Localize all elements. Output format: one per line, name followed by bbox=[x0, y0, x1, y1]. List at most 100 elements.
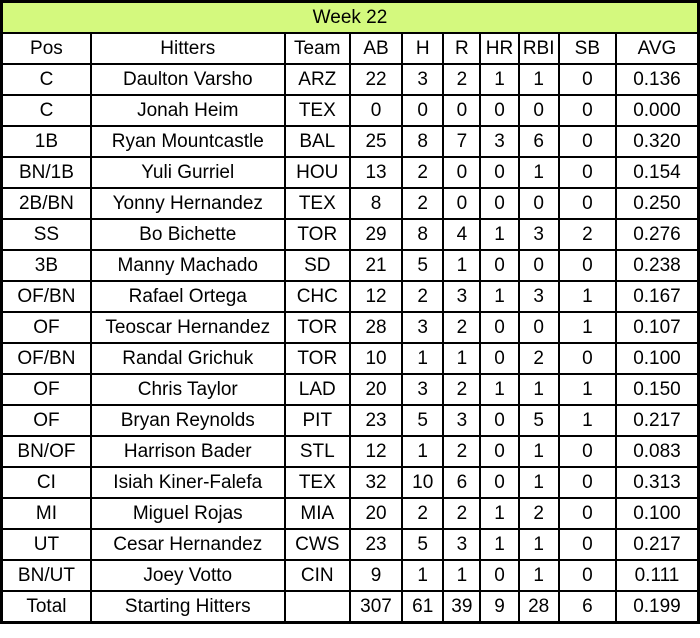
cell-avg: 0.313 bbox=[614, 466, 700, 499]
cell-sb: 2 bbox=[557, 218, 617, 251]
cell-r: 0 bbox=[442, 156, 482, 189]
cell-h: 8 bbox=[401, 125, 445, 158]
table-row: OF Bryan Reynolds PIT 23 5 3 0 5 1 0.217 bbox=[0, 404, 700, 437]
cell-avg: 0.250 bbox=[614, 187, 700, 220]
cell-hr: 0 bbox=[479, 559, 520, 592]
cell-team: MIA bbox=[283, 497, 351, 530]
header-hr: HR bbox=[479, 32, 520, 65]
cell-team: CHC bbox=[283, 280, 351, 313]
cell-hitters: Isiah Kiner-Falefa bbox=[89, 466, 286, 499]
cell-r: 3 bbox=[442, 404, 482, 437]
cell-hr: 0 bbox=[479, 435, 520, 468]
cell-sb: 0 bbox=[557, 125, 617, 158]
cell-r: 1 bbox=[442, 342, 482, 375]
cell-pos: 2B/BN bbox=[0, 187, 92, 220]
cell-sb: 1 bbox=[557, 280, 617, 313]
cell-pos: OF/BN bbox=[0, 342, 92, 375]
cell-pos: Total bbox=[0, 590, 92, 624]
table-row: OF/BN Randal Grichuk TOR 10 1 1 0 2 0 0.100 bbox=[0, 342, 700, 375]
cell-ab: 8 bbox=[348, 187, 404, 220]
cell-rbi: 0 bbox=[517, 94, 560, 127]
cell-ab: 20 bbox=[348, 373, 404, 406]
table-row: OF Teoscar Hernandez TOR 28 3 2 0 0 1 0.107 bbox=[0, 311, 700, 344]
header-hitters: Hitters bbox=[89, 32, 286, 65]
cell-ab: 25 bbox=[348, 125, 404, 158]
cell-h: 1 bbox=[401, 342, 445, 375]
cell-team: SD bbox=[283, 249, 351, 282]
cell-r: 7 bbox=[442, 125, 482, 158]
cell-pos: UT bbox=[0, 528, 92, 561]
cell-sb: 1 bbox=[557, 373, 617, 406]
table-row: CI Isiah Kiner-Falefa TEX 32 10 6 0 1 0 0.313 bbox=[0, 466, 700, 499]
cell-hitters: Teoscar Hernandez bbox=[89, 311, 286, 344]
cell-rbi: 2 bbox=[517, 342, 560, 375]
cell-rbi: 1 bbox=[517, 373, 560, 406]
cell-sb: 6 bbox=[557, 590, 617, 624]
cell-sb: 0 bbox=[557, 156, 617, 189]
cell-rbi: 1 bbox=[517, 156, 560, 189]
cell-ab: 29 bbox=[348, 218, 404, 251]
weekly-hitters-table: Week 22 Pos Hitters Team AB H R HR RBI SB AVG C Da… bbox=[0, 0, 700, 624]
cell-hitters: Ryan Mountcastle bbox=[89, 125, 286, 158]
cell-pos: C bbox=[0, 94, 92, 127]
cell-hitters: Yuli Gurriel bbox=[89, 156, 286, 189]
week-title: Week 22 bbox=[0, 0, 700, 34]
table-row: BN/1B Yuli Gurriel HOU 13 2 0 0 1 0 0.154 bbox=[0, 156, 700, 189]
cell-sb: 0 bbox=[557, 63, 617, 96]
cell-hr: 0 bbox=[479, 156, 520, 189]
cell-hr: 0 bbox=[479, 342, 520, 375]
cell-ab: 32 bbox=[348, 466, 404, 499]
cell-ab: 12 bbox=[348, 280, 404, 313]
cell-r: 1 bbox=[442, 559, 482, 592]
table-row: 1B Ryan Mountcastle BAL 25 8 7 3 6 0 0.320 bbox=[0, 125, 700, 158]
table-row: 3B Manny Machado SD 21 5 1 0 0 0 0.238 bbox=[0, 249, 700, 282]
cell-rbi: 3 bbox=[517, 218, 560, 251]
header-team: Team bbox=[283, 32, 351, 65]
table-row: OF/BN Rafael Ortega CHC 12 2 3 1 3 1 0.167 bbox=[0, 280, 700, 313]
cell-hr: 1 bbox=[479, 528, 520, 561]
cell-avg: 0.199 bbox=[614, 590, 700, 624]
cell-rbi: 1 bbox=[517, 466, 560, 499]
cell-pos: BN/OF bbox=[0, 435, 92, 468]
cell-hitters: Randal Grichuk bbox=[89, 342, 286, 375]
cell-ab: 23 bbox=[348, 404, 404, 437]
cell-h: 10 bbox=[401, 466, 445, 499]
cell-team: TEX bbox=[283, 94, 351, 127]
table-row: C Daulton Varsho ARZ 22 3 2 1 1 0 0.136 bbox=[0, 63, 700, 96]
table-row: SS Bo Bichette TOR 29 8 4 1 3 2 0.276 bbox=[0, 218, 700, 251]
cell-hr: 3 bbox=[479, 125, 520, 158]
cell-hitters: Daulton Varsho bbox=[89, 63, 286, 96]
cell-avg: 0.276 bbox=[614, 218, 700, 251]
cell-team: ARZ bbox=[283, 63, 351, 96]
cell-pos: CI bbox=[0, 466, 92, 499]
column-header-row: Pos Hitters Team AB H R HR RBI SB AVG bbox=[0, 32, 700, 65]
header-r: R bbox=[442, 32, 482, 65]
cell-team: BAL bbox=[283, 125, 351, 158]
cell-h: 3 bbox=[401, 63, 445, 96]
cell-hitters: Miguel Rojas bbox=[89, 497, 286, 530]
cell-pos: 1B bbox=[0, 125, 92, 158]
cell-h: 2 bbox=[401, 156, 445, 189]
cell-sb: 1 bbox=[557, 404, 617, 437]
cell-avg: 0.150 bbox=[614, 373, 700, 406]
cell-r: 2 bbox=[442, 497, 482, 530]
header-ab: AB bbox=[348, 32, 404, 65]
header-avg: AVG bbox=[614, 32, 700, 65]
cell-hitters: Cesar Hernandez bbox=[89, 528, 286, 561]
cell-r: 2 bbox=[442, 63, 482, 96]
cell-team: CIN bbox=[283, 559, 351, 592]
cell-h: 1 bbox=[401, 559, 445, 592]
cell-hitters: Joey Votto bbox=[89, 559, 286, 592]
title-row: Week 22 bbox=[0, 0, 700, 34]
cell-sb: 1 bbox=[557, 311, 617, 344]
total-row: Total Starting Hitters 307 61 39 9 28 6 0.199 bbox=[0, 590, 700, 624]
cell-hr: 0 bbox=[479, 249, 520, 282]
cell-sb: 0 bbox=[557, 342, 617, 375]
cell-hr: 1 bbox=[479, 63, 520, 96]
cell-hr: 1 bbox=[479, 497, 520, 530]
table-row: OF Chris Taylor LAD 20 3 2 1 1 1 0.150 bbox=[0, 373, 700, 406]
cell-ab: 13 bbox=[348, 156, 404, 189]
cell-avg: 0.000 bbox=[614, 94, 700, 127]
header-rbi: RBI bbox=[517, 32, 560, 65]
cell-rbi: 0 bbox=[517, 311, 560, 344]
